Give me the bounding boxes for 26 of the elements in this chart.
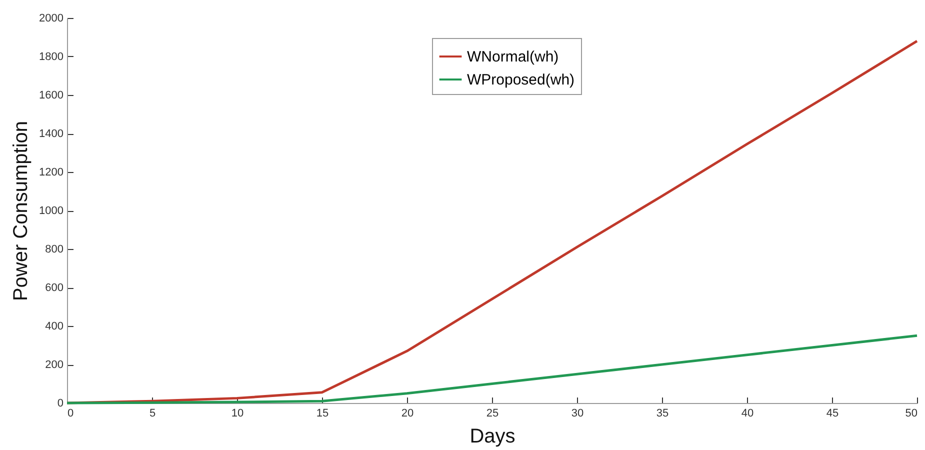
x-tick-label: 30 — [571, 408, 584, 420]
y-tick-label: 2000 — [39, 12, 64, 24]
x-tick-label: 5 — [149, 408, 156, 420]
x-tick-label: 15 — [316, 408, 329, 420]
y-tick-label: 1800 — [39, 51, 64, 63]
x-tick-label: 0 — [68, 408, 74, 420]
y-tick-label: 1200 — [39, 166, 64, 178]
x-tick-label: 40 — [741, 408, 754, 420]
x-tick-label: 25 — [486, 408, 499, 420]
x-tick-label: 20 — [401, 408, 414, 420]
y-tick-label: 1600 — [39, 90, 64, 102]
x-tick-label: 35 — [656, 408, 669, 420]
x-tick-label: 10 — [231, 408, 244, 420]
y-tick-label: 600 — [45, 282, 64, 294]
x-axis-title: Days — [470, 426, 516, 448]
y-tick-label: 1400 — [39, 128, 64, 140]
legend-label: WProposed(wh) — [467, 72, 575, 88]
legend-label: WNormal(wh) — [467, 48, 559, 66]
y-tick-label: 800 — [45, 244, 64, 256]
x-tick-label: 50 — [905, 408, 918, 420]
y-tick-label: 400 — [45, 320, 64, 332]
y-tick-label: 0 — [57, 398, 64, 410]
x-tick-label: 45 — [826, 408, 839, 420]
y-axis-title: Power Consumption — [10, 120, 32, 302]
y-tick-label: 1000 — [39, 205, 64, 217]
y-tick-label: 200 — [45, 359, 64, 371]
